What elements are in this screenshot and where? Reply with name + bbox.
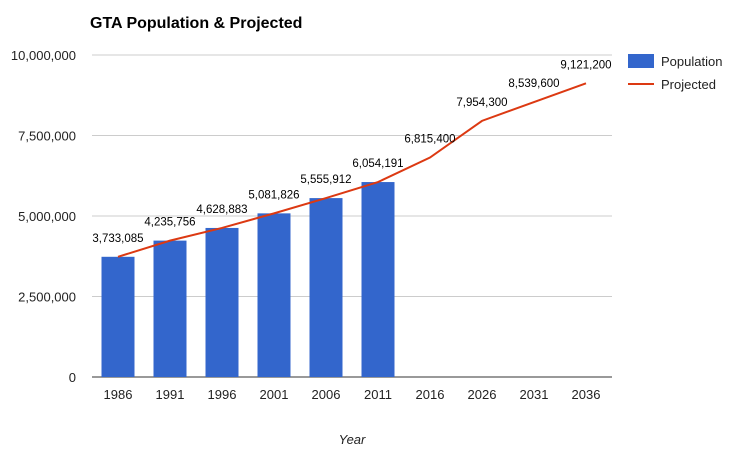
x-tick-label: 2026 [468,387,497,402]
x-tick-label: 2011 [364,387,392,402]
data-label-2006: 5,555,912 [300,174,351,186]
x-tick-label: 1996 [208,387,237,402]
legend-swatch-population [628,54,654,68]
x-tick-label: 2036 [572,387,601,402]
y-tick-label: 5,000,000 [18,209,76,224]
bar-1996[interactable] [205,227,239,377]
x-tick-label: 1991 [156,387,185,402]
data-label-1986: 3,733,085 [92,233,143,245]
y-tick-label: 10,000,000 [11,48,76,63]
data-label-2001: 5,081,826 [248,189,299,201]
y-tick-label: 0 [69,370,76,385]
chart-title: GTA Population & Projected [90,15,302,32]
data-label-1991: 4,235,756 [144,217,195,229]
x-tick-label: 2001 [260,387,289,402]
y-tick-label: 7,500,000 [18,129,76,144]
x-tick-label: 2031 [520,387,549,402]
bar-2006[interactable] [309,198,343,377]
x-tick-label: 2006 [312,387,341,402]
projected-series-line[interactable] [117,82,587,258]
bar-2011[interactable] [361,182,395,377]
x-axis-ticks: 1986 1991 1996 2001 2006 2011 2016 2026 2031 2036 [104,387,601,402]
data-label-1996: 4,628,883 [196,204,247,216]
data-label-2016: 6,815,400 [404,134,455,146]
bar-1991[interactable] [153,240,187,377]
legend-label-population[interactable]: Population [661,54,722,69]
y-axis-ticks: 0 2,500,000 5,000,000 7,500,000 10,000,000 [11,48,76,385]
projected-line [117,82,587,258]
population-bars [101,182,395,377]
data-label-2036: 9,121,200 [560,59,611,71]
data-label-2011: 6,054,191 [352,158,403,170]
legend-label-projected[interactable]: Projected [661,77,716,92]
x-tick-label: 2016 [416,387,445,402]
legend: Population Projected [628,54,722,92]
bar-1986[interactable] [101,256,135,377]
data-labels: 3,733,0854,235,7564,628,8835,081,8265,55… [92,59,611,244]
bar-2001[interactable] [257,213,291,377]
data-label-2026: 7,954,300 [456,97,507,109]
x-axis-title: Year [339,432,366,447]
x-tick-label: 1986 [104,387,133,402]
data-label-2031: 8,539,600 [508,78,559,90]
y-tick-label: 2,500,000 [18,290,76,305]
